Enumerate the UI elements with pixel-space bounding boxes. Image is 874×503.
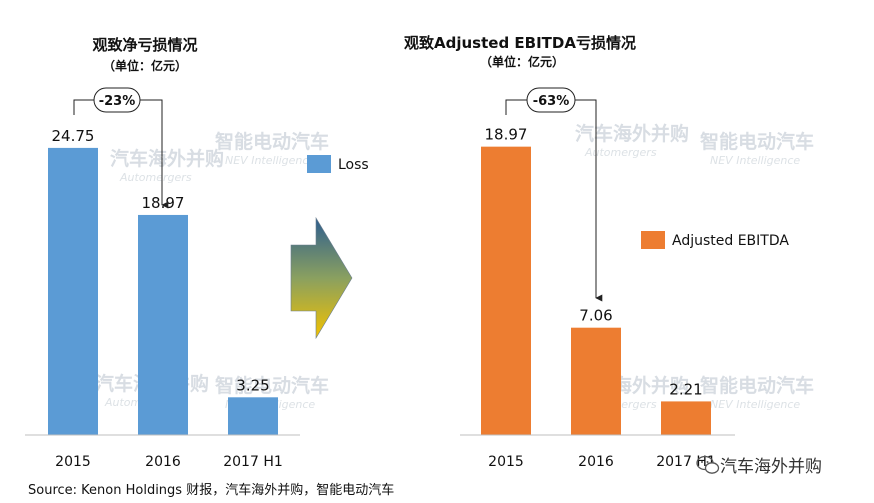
change-label: -63%	[533, 94, 570, 109]
chart-subtitle: （单位：亿元）	[103, 58, 187, 73]
x-tick-label: 2015	[55, 454, 91, 470]
data-label: 7.06	[579, 307, 612, 325]
legend: Loss	[307, 155, 369, 173]
chart-title: 观致净亏损情况	[92, 36, 197, 54]
change-label: -23%	[99, 94, 136, 109]
source-note: Source: Kenon Holdings 财报，汽车海外并购，智能电动汽车	[28, 482, 394, 498]
watermark-text: 汽车海外并购	[575, 122, 689, 145]
x-tick-label: 2016	[578, 454, 614, 470]
watermark-text: Automergers	[119, 171, 192, 184]
chart-title: 观致Adjusted EBITDA亏损情况	[404, 34, 636, 52]
change-badge	[93, 87, 141, 113]
wechat-brand-label: 汽车海外并购	[720, 457, 822, 477]
watermark-text: 智能电动汽车	[700, 130, 814, 153]
bar-2016	[138, 214, 188, 435]
data-label: 3.25	[236, 376, 269, 394]
watermark-text: NEV Intelligence	[225, 154, 315, 167]
bar-2015	[48, 147, 98, 435]
bar-2017-h1	[228, 397, 278, 435]
bar-2017-h1	[661, 401, 711, 435]
bar-2015	[481, 146, 531, 435]
watermark-text: NEV Intelligence	[710, 398, 800, 411]
x-tick-label: 2015	[488, 454, 524, 470]
legend-swatch	[307, 155, 331, 173]
change-annotation: -23%	[73, 87, 169, 209]
watermark-text: 智能电动汽车	[215, 130, 329, 153]
chart-subtitle: （单位：亿元）	[480, 54, 564, 69]
legend: Adjusted EBITDA	[641, 231, 789, 249]
watermark-text: NEV Intelligence	[710, 154, 800, 167]
watermark-text: 汽车海外并购	[110, 147, 224, 170]
x-tick-label: 2017 H1	[223, 454, 283, 470]
wechat-icon	[696, 455, 720, 474]
watermark-text: 智能电动汽车	[700, 374, 814, 397]
data-label: 18.97	[485, 126, 528, 144]
legend-swatch	[641, 231, 665, 249]
watermark-text: Automergers	[584, 146, 657, 159]
chart-adjusted-ebitda: 观致Adjusted EBITDA亏损情况 （单位：亿元） 18.97 7.06 2…	[404, 34, 789, 470]
watermark-text: 智能电动汽车	[215, 374, 329, 397]
data-label: 24.75	[52, 127, 95, 145]
x-tick-label: 2016	[145, 454, 181, 470]
data-label: 2.21	[669, 380, 702, 398]
data-label: 18.97	[142, 194, 185, 212]
change-annotation: -63%	[505, 87, 603, 302]
chart-net-loss: 观致净亏损情况 （单位：亿元） 24.75 18.97 3.25 2015 2016 2…	[25, 36, 369, 470]
legend-label: Adjusted EBITDA	[672, 233, 789, 249]
legend-label: Loss	[338, 157, 369, 173]
arrow-right-icon	[290, 216, 353, 340]
bar-2016	[571, 327, 621, 435]
change-badge	[526, 87, 576, 113]
wechat-brand: 汽车海外并购	[696, 455, 822, 477]
